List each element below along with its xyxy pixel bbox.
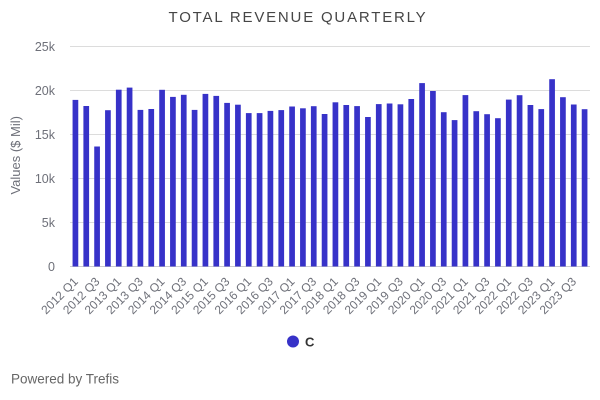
svg-text:5k: 5k bbox=[42, 216, 56, 230]
svg-text:Powered by Trefis: Powered by Trefis bbox=[11, 371, 119, 386]
svg-text:15k: 15k bbox=[35, 128, 56, 142]
svg-text:C: C bbox=[305, 334, 315, 349]
svg-text:TOTAL REVENUE QUARTERLY: TOTAL REVENUE QUARTERLY bbox=[169, 9, 428, 26]
svg-text:Values ($ Mil): Values ($ Mil) bbox=[8, 116, 23, 195]
svg-text:20k: 20k bbox=[35, 84, 56, 98]
svg-text:25k: 25k bbox=[35, 40, 56, 54]
svg-text:0: 0 bbox=[48, 260, 55, 274]
svg-text:10k: 10k bbox=[35, 172, 56, 186]
